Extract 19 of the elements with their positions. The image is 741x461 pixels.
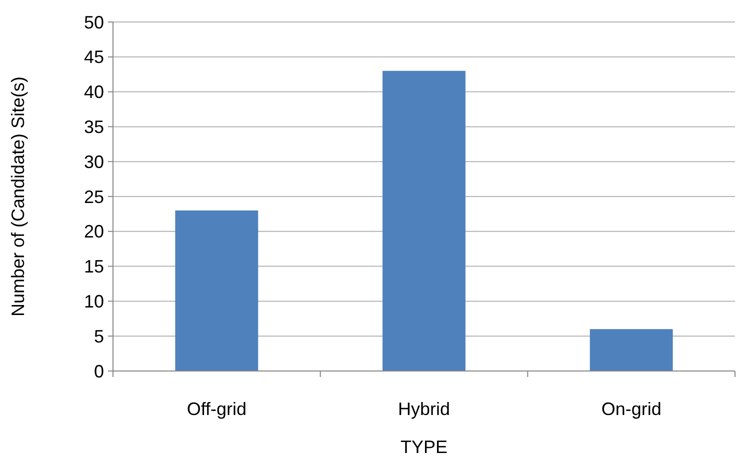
y-tick-label: 45 [84,47,104,68]
x-tick-label: On-grid [601,399,662,419]
y-tick-label: 50 [84,12,104,32]
bar [382,70,466,371]
bar [590,329,673,371]
y-tick-label: 20 [84,222,104,242]
y-tick-label: 25 [84,186,104,207]
y-tick-label: 40 [84,82,104,102]
y-tick-label: 0 [94,361,104,382]
y-tick-label: 15 [84,256,104,277]
bar [175,210,258,371]
y-tick-label: 30 [84,152,104,172]
y-tick-label: 35 [84,117,104,137]
y-tick-label: 10 [84,292,104,312]
x-axis-title: TYPE [400,437,448,457]
y-axis-title: Number of (Candidate) Site(s) [8,76,28,317]
x-tick-label: Off-grid [186,399,247,419]
y-tick-label: 5 [94,326,104,346]
x-tick-label: Hybrid [398,399,450,419]
